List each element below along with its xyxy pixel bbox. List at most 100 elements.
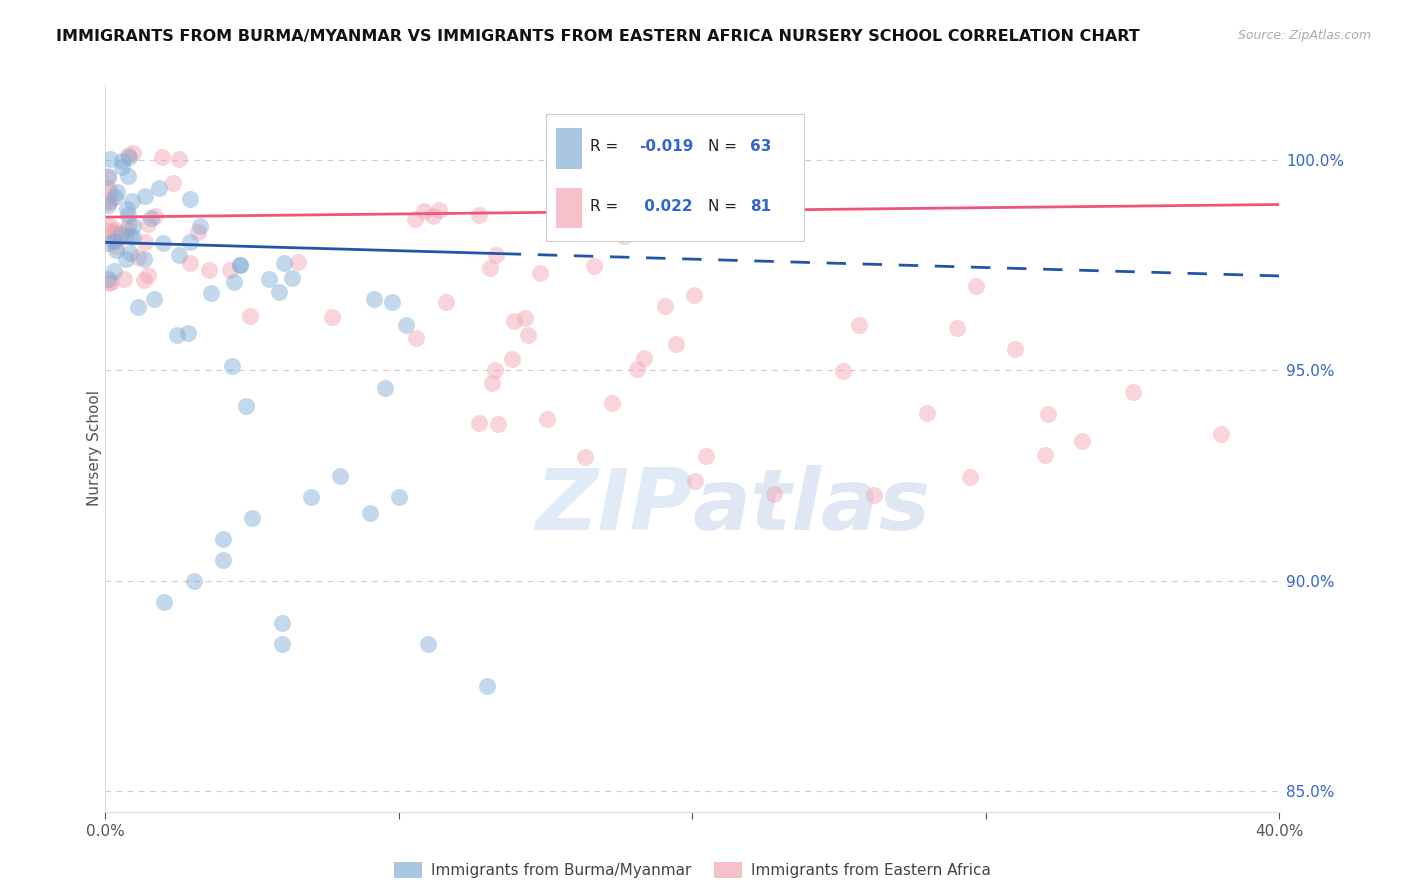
Point <box>374 381 396 395</box>
Point <box>153 594 176 608</box>
Point <box>695 449 717 463</box>
Point <box>167 152 190 166</box>
Point <box>502 314 524 328</box>
Point <box>104 190 127 204</box>
Point <box>418 637 440 651</box>
Point <box>422 209 444 223</box>
Point <box>138 217 160 231</box>
Point <box>97 195 120 210</box>
Point <box>187 225 209 239</box>
Point <box>1070 434 1092 448</box>
Point <box>427 202 450 217</box>
Point <box>121 230 143 244</box>
Point <box>1122 384 1144 399</box>
Point <box>270 637 292 651</box>
Point <box>118 217 141 231</box>
Point <box>150 150 173 164</box>
Point <box>359 507 381 521</box>
Point <box>98 185 121 199</box>
Point <box>105 243 128 257</box>
Point <box>863 488 886 502</box>
Point <box>683 287 706 301</box>
Point <box>468 417 491 431</box>
Point <box>412 204 434 219</box>
Point <box>229 258 252 272</box>
Point <box>269 285 291 299</box>
Point <box>136 268 159 282</box>
Point <box>1209 426 1232 441</box>
Point <box>481 376 503 390</box>
Point <box>188 219 211 234</box>
Point <box>1004 343 1026 357</box>
Point <box>117 208 139 222</box>
Point <box>468 208 491 222</box>
Point <box>965 278 987 293</box>
Point <box>115 222 138 236</box>
Point <box>211 532 233 546</box>
Point <box>1033 448 1056 462</box>
Point <box>484 363 506 377</box>
Text: atlas: atlas <box>692 465 931 548</box>
Point <box>134 252 156 267</box>
Point <box>917 405 939 419</box>
Point <box>97 235 120 250</box>
Point <box>179 255 201 269</box>
Point <box>239 310 262 324</box>
Point <box>273 256 295 270</box>
Point <box>104 226 127 240</box>
Point <box>98 276 121 290</box>
Point <box>152 236 174 251</box>
Point <box>127 300 149 314</box>
Point <box>103 235 125 249</box>
Point <box>103 264 125 278</box>
Point <box>118 150 141 164</box>
Point <box>652 211 675 225</box>
Point <box>98 194 121 208</box>
Point <box>574 450 596 465</box>
Point <box>600 396 623 410</box>
Point <box>143 292 166 306</box>
Point <box>388 490 411 504</box>
Point <box>257 271 280 285</box>
Point <box>134 273 156 287</box>
Point <box>118 229 141 244</box>
Point <box>240 510 263 524</box>
Point <box>117 169 139 183</box>
Point <box>166 328 188 343</box>
Point <box>179 192 201 206</box>
Point <box>1038 408 1060 422</box>
Text: ZIP: ZIP <box>534 465 692 548</box>
Point <box>831 364 853 378</box>
Text: Source: ZipAtlas.com: Source: ZipAtlas.com <box>1237 29 1371 42</box>
Point <box>167 247 190 261</box>
Point <box>405 331 427 345</box>
Point <box>143 209 166 223</box>
Point <box>100 275 122 289</box>
Point <box>329 468 352 483</box>
Point <box>104 223 127 237</box>
Point <box>654 299 676 313</box>
Point <box>121 194 143 209</box>
Point <box>633 351 655 366</box>
Point <box>100 152 122 166</box>
Point <box>97 198 120 212</box>
Point <box>221 359 243 373</box>
Point <box>200 286 222 301</box>
Point <box>97 169 120 183</box>
Point <box>434 295 457 310</box>
Point <box>486 417 509 431</box>
Point <box>529 266 551 280</box>
Point <box>515 311 537 326</box>
Point <box>363 292 385 306</box>
Point <box>162 176 184 190</box>
Point <box>198 262 221 277</box>
Point <box>959 470 981 484</box>
Point <box>114 229 136 244</box>
Point <box>536 412 558 426</box>
Point <box>945 321 967 335</box>
Point <box>121 145 143 160</box>
Legend: Immigrants from Burma/Myanmar, Immigrants from Eastern Africa: Immigrants from Burma/Myanmar, Immigrant… <box>388 855 997 884</box>
Point <box>134 188 156 202</box>
Point <box>179 235 201 249</box>
Point <box>177 326 200 340</box>
